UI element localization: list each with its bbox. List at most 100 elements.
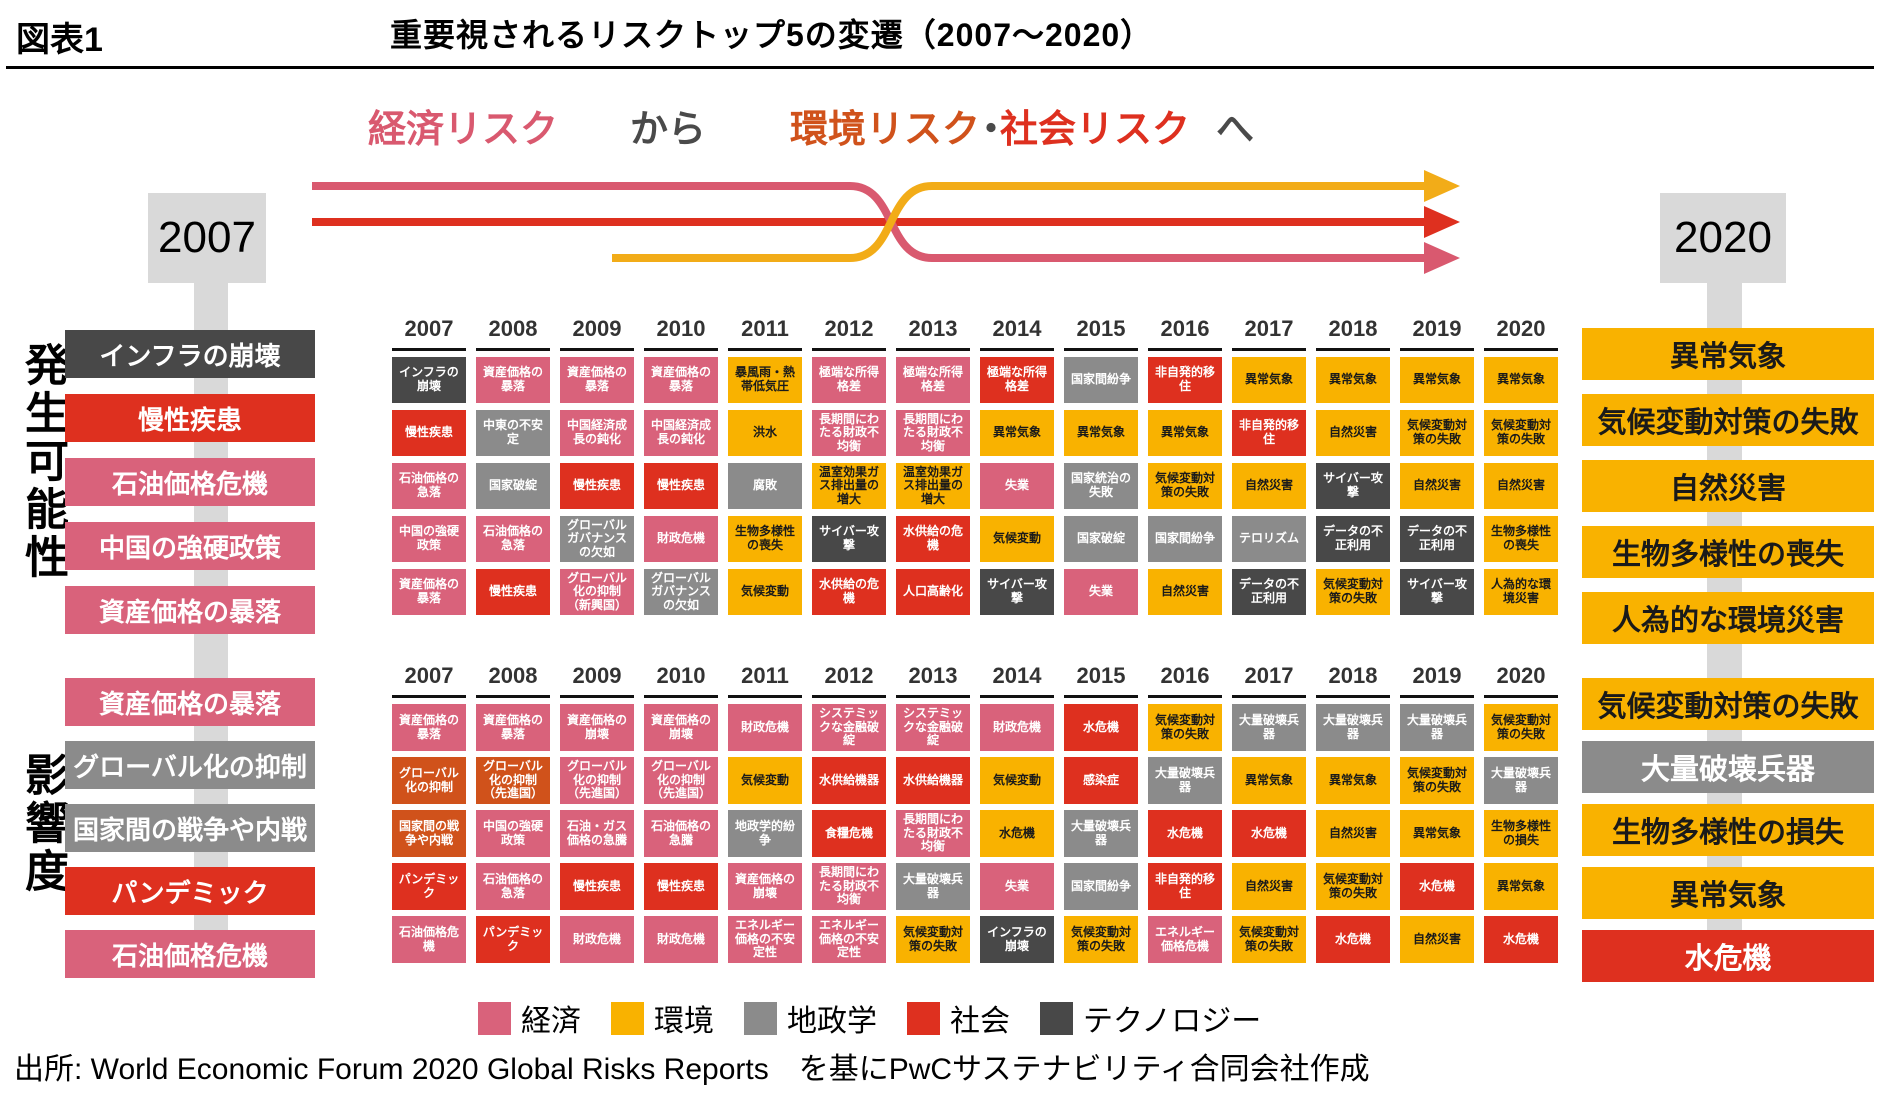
risk-grid-impact: 資産価格の暴落 資産価格の暴落 資産価格の崩壊 資産価格の崩壊 財政危機 システミックな金… — [392, 704, 1558, 963]
risk-cell-bottom-2009-rank4: 慢性疾患 — [560, 863, 634, 910]
risk-cell-top-2017-rank1: 異常気象 — [1232, 357, 1306, 403]
year-header-bottom-2017: 2017 — [1232, 663, 1306, 698]
risk-cell-top-2008-rank4: 石油価格の急落 — [476, 516, 550, 562]
risk-cell-top-2014-rank2: 異常気象 — [980, 410, 1054, 456]
risk-cell-bottom-2008-rank2: グローバル化の抑制（先進国） — [476, 757, 550, 804]
risk-cell-bottom-2014-rank2: 気候変動 — [980, 757, 1054, 804]
subtitle-environment-risk: 環境リスク — [790, 109, 981, 151]
risk-cell-bottom-2017-rank3: 水危機 — [1232, 810, 1306, 857]
risk-cell-top-2012-rank2: 長期間にわたる財政不均衡 — [812, 410, 886, 456]
subtitle-he: へ — [1216, 109, 1255, 151]
legend-item-env: 環境 — [611, 996, 714, 1040]
risk-cell-top-2018-rank5: 気候変動対策の失敗 — [1316, 569, 1390, 615]
risk-cell-top-2010-rank5: グローバルガバナンスの欠如 — [644, 569, 718, 615]
risk-cell-bottom-2010-rank3: 石油価格の急騰 — [644, 810, 718, 857]
risk-cell-top-2008-rank3: 国家破綻 — [476, 463, 550, 509]
year-header-top-2019: 2019 — [1400, 316, 1474, 351]
risk-cell-bottom-2019-rank4: 水危機 — [1400, 863, 1474, 910]
risk-cell-bottom-2015-rank2: 感染症 — [1064, 757, 1138, 804]
risk-cell-bottom-2012-rank4: 長期間にわたる財政不均衡 — [812, 863, 886, 910]
risk-cell-bottom-2016-rank5: エネルギー価格危機 — [1148, 916, 1222, 963]
risk-cell-bottom-2020-rank3: 生物多様性の損失 — [1484, 810, 1558, 857]
risk-cell-top-2012-rank4: サイバー攻撃 — [812, 516, 886, 562]
year-header-bottom-2020: 2020 — [1484, 663, 1558, 698]
risk-cell-bottom-2016-rank4: 非自発的移住 — [1148, 863, 1222, 910]
year-header-top-2016: 2016 — [1148, 316, 1222, 351]
year-header-top-2012: 2012 — [812, 316, 886, 351]
year-header-top-2010: 2010 — [644, 316, 718, 351]
risk-cell-top-2013-rank2: 長期間にわたる財政不均衡 — [896, 410, 970, 456]
risk-cell-bottom-2018-rank1: 大量破壊兵器 — [1316, 704, 1390, 751]
risk-cell-top-2014-rank4: 気候変動 — [980, 516, 1054, 562]
risk-cell-bottom-2008-rank4: 石油価格の急落 — [476, 863, 550, 910]
left-labels-likelihood: インフラの崩壊 慢性疾患 石油価格危機 中国の強硬政策 資産価格の暴落 — [65, 330, 315, 634]
risk-cell-bottom-2012-rank5: エネルギー価格の不安定性 — [812, 916, 886, 963]
right-label-bottom-rank2: 大量破壊兵器 — [1582, 741, 1874, 793]
risk-cell-bottom-2020-rank4: 異常気象 — [1484, 863, 1558, 910]
risk-cell-top-2011-rank1: 暴風雨・熱帯低気圧 — [728, 357, 802, 403]
risk-cell-top-2017-rank2: 非自発的移住 — [1232, 410, 1306, 456]
right-labels-impact: 気候変動対策の失敗 大量破壊兵器 生物多様性の損失 異常気象 水危機 — [1582, 678, 1874, 982]
transition-arrows — [312, 170, 1460, 274]
year-header-top-2014: 2014 — [980, 316, 1054, 351]
risk-cell-top-2019-rank4: データの不正利用 — [1400, 516, 1474, 562]
risk-cell-top-2007-rank2: 慢性疾患 — [392, 410, 466, 456]
right-label-top-rank4: 生物多様性の喪失 — [1582, 526, 1874, 578]
risk-cell-bottom-2016-rank1: 気候変動対策の失敗 — [1148, 704, 1222, 751]
yellow-arrowhead-icon — [1424, 170, 1460, 202]
year-header-top-2013: 2013 — [896, 316, 970, 351]
risk-cell-top-2013-rank3: 温室効果ガス排出量の増大 — [896, 463, 970, 509]
legend-item-eco: 経済 — [478, 996, 581, 1040]
risk-cell-bottom-2008-rank3: 中国の強硬政策 — [476, 810, 550, 857]
year-header-bottom-2011: 2011 — [728, 663, 802, 698]
source-note: 出所: World Economic Forum 2020 Global Ris… — [14, 1053, 1370, 1086]
risk-cell-top-2009-rank2: 中国経済成長の鈍化 — [560, 410, 634, 456]
risk-cell-bottom-2020-rank2: 大量破壊兵器 — [1484, 757, 1558, 804]
year-header-bottom-2009: 2009 — [560, 663, 634, 698]
year-header-bottom-2007: 2007 — [392, 663, 466, 698]
risk-cell-bottom-2009-rank3: 石油・ガス価格の急騰 — [560, 810, 634, 857]
risk-cell-top-2011-rank2: 洪水 — [728, 410, 802, 456]
legend-item-tec: テクノロジー — [1040, 996, 1261, 1040]
year-header-bottom-2008: 2008 — [476, 663, 550, 698]
axis-label-likelihood: 発生可能性 — [18, 342, 67, 582]
year-header-bottom-2015: 2015 — [1064, 663, 1138, 698]
legend-swatch-geo — [744, 1001, 777, 1035]
risk-cell-top-2007-rank3: 石油価格の急落 — [392, 463, 466, 509]
pink-arrowhead-icon — [1424, 242, 1460, 274]
risk-cell-top-2018-rank2: 自然災害 — [1316, 410, 1390, 456]
risk-cell-top-2009-rank3: 慢性疾患 — [560, 463, 634, 509]
right-label-bottom-rank1: 気候変動対策の失敗 — [1582, 678, 1874, 730]
risk-cell-top-2008-rank2: 中東の不安定 — [476, 410, 550, 456]
year-header-top-2009: 2009 — [560, 316, 634, 351]
right-label-top-rank2: 気候変動対策の失敗 — [1582, 394, 1874, 446]
risk-cell-top-2012-rank1: 極端な所得格差 — [812, 357, 886, 403]
risk-cell-top-2012-rank3: 温室効果ガス排出量の増大 — [812, 463, 886, 509]
page-title: 重要視されるリスクトップ5の変遷（2007～2020） — [390, 17, 1154, 53]
year-header-top-2007: 2007 — [392, 316, 466, 351]
risk-cell-top-2010-rank1: 資産価格の暴落 — [644, 357, 718, 403]
risk-cell-top-2019-rank2: 気候変動対策の失敗 — [1400, 410, 1474, 456]
risk-cell-top-2019-rank5: サイバー攻撃 — [1400, 569, 1474, 615]
risk-cell-top-2010-rank2: 中国経済成長の鈍化 — [644, 410, 718, 456]
risk-cell-top-2015-rank2: 異常気象 — [1064, 410, 1138, 456]
risk-cell-bottom-2012-rank3: 食糧危機 — [812, 810, 886, 857]
risk-cell-top-2018-rank4: データの不正利用 — [1316, 516, 1390, 562]
risk-cell-bottom-2020-rank5: 水危機 — [1484, 916, 1558, 963]
legend-swatch-eco — [478, 1001, 511, 1035]
year-header-bottom-2010: 2010 — [644, 663, 718, 698]
risk-cell-bottom-2007-rank3: 国家間の戦争や内戦 — [392, 810, 466, 857]
risk-cell-top-2011-rank3: 腐敗 — [728, 463, 802, 509]
risk-cell-bottom-2008-rank1: 資産価格の暴落 — [476, 704, 550, 751]
risk-cell-top-2015-rank1: 国家間紛争 — [1064, 357, 1138, 403]
right-label-bottom-rank5: 水危機 — [1582, 930, 1874, 982]
risk-cell-bottom-2007-rank5: 石油価格危機 — [392, 916, 466, 963]
risk-cell-top-2008-rank1: 資産価格の暴落 — [476, 357, 550, 403]
year-header-top-2017: 2017 — [1232, 316, 1306, 351]
risk-cell-top-2008-rank5: 慢性疾患 — [476, 569, 550, 615]
risk-cell-bottom-2011-rank1: 財政危機 — [728, 704, 802, 751]
risk-cell-top-2014-rank5: サイバー攻撃 — [980, 569, 1054, 615]
axis-label-impact: 影響度 — [18, 752, 67, 896]
risk-cell-bottom-2016-rank2: 大量破壊兵器 — [1148, 757, 1222, 804]
